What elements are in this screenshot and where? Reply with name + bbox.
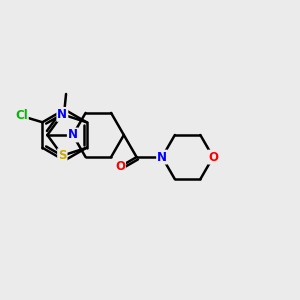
Text: N: N: [157, 151, 167, 164]
Text: N: N: [68, 128, 78, 142]
Text: Cl: Cl: [15, 110, 28, 122]
Text: N: N: [57, 108, 67, 121]
Text: O: O: [208, 151, 218, 164]
Text: S: S: [58, 149, 67, 162]
Text: O: O: [115, 160, 125, 173]
